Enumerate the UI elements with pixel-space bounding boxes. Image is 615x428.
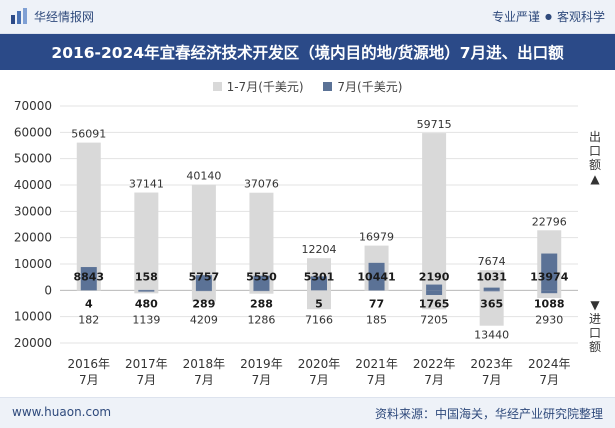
y-tick-label: 40000: [14, 178, 52, 192]
data-label-export-monthly: 10441: [357, 270, 395, 283]
data-label-import-monthly: 1088: [534, 297, 565, 310]
data-label-import-monthly: 5: [315, 297, 323, 310]
x-tick-label: 7月: [539, 373, 559, 387]
data-label-import-monthly: 77: [369, 297, 384, 310]
bar-import-monthly: [253, 290, 269, 291]
data-label-export-monthly: 158: [135, 270, 158, 283]
x-tick-label: 7月: [482, 373, 502, 387]
y-tick-label: 20000: [14, 336, 52, 350]
footer-source: 资料来源：中国海关，华经产业研究院整理: [375, 405, 603, 422]
data-label-export-cumulative: 37076: [244, 178, 279, 191]
data-label-import-cumulative: 7166: [305, 313, 333, 326]
data-label-export-monthly: 2190: [419, 270, 450, 283]
x-tick-label: 7月: [424, 373, 444, 387]
data-label-import-monthly: 288: [250, 297, 273, 310]
bar-import-monthly: [138, 290, 154, 291]
bar-import-monthly: [426, 290, 442, 295]
data-label-export-monthly: 1031: [476, 270, 507, 283]
data-label-export-cumulative: 56091: [71, 128, 106, 141]
data-label-export-cumulative: 12204: [302, 243, 337, 256]
data-label-export-monthly: 8843: [73, 270, 104, 283]
data-label-import-cumulative: 4209: [190, 313, 218, 326]
data-label-export-cumulative: 22796: [532, 215, 567, 228]
data-label-import-monthly: 1765: [419, 297, 450, 310]
x-tick-label: 7月: [309, 373, 329, 387]
x-tick-label: 7月: [137, 373, 157, 387]
bar-export-monthly: [426, 285, 442, 291]
data-label-import-cumulative: 1286: [247, 313, 275, 326]
x-tick-label: 2019年: [240, 357, 283, 371]
y-tick-label: 60000: [14, 125, 52, 139]
arrow-up-icon: ▲: [586, 172, 604, 186]
data-label-import-monthly: 4: [85, 297, 93, 310]
y-tick-label: 30000: [14, 204, 52, 218]
bar-import-monthly: [484, 290, 500, 291]
bar-import-monthly: [196, 290, 212, 291]
bar-export-monthly: [484, 288, 500, 291]
data-label-import-cumulative: 1139: [132, 313, 160, 326]
x-tick-label: 2023年: [470, 357, 513, 371]
y-tick-label: 10000: [14, 257, 52, 271]
x-tick-label: 7月: [194, 373, 214, 387]
data-label-import-monthly: 480: [135, 297, 158, 310]
x-tick-label: 2022年: [413, 357, 456, 371]
data-label-export-cumulative: 16979: [359, 231, 394, 244]
side-label-export: 出口额 ▲: [586, 130, 604, 186]
x-tick-label: 7月: [79, 373, 99, 387]
x-tick-label: 2024年: [528, 357, 571, 371]
data-label-export-cumulative: 7674: [478, 255, 506, 268]
bar-export-cumulative: [422, 133, 446, 290]
data-label-export-monthly: 5301: [304, 270, 335, 283]
data-label-export-cumulative: 40140: [186, 170, 221, 183]
x-tick-label: 7月: [367, 373, 387, 387]
x-tick-label: 2018年: [183, 357, 226, 371]
data-label-import-cumulative: 13440: [474, 329, 509, 342]
data-label-import-monthly: 365: [480, 297, 503, 310]
y-tick-label: 70000: [14, 99, 52, 113]
x-tick-label: 2016年: [68, 357, 111, 371]
side-label-import: ▼ 进口额: [586, 298, 604, 354]
data-label-import-cumulative: 2930: [535, 313, 563, 326]
data-label-export-monthly: 5757: [189, 270, 220, 283]
data-label-export-monthly: 5550: [246, 270, 277, 283]
arrow-down-icon: ▼: [586, 298, 604, 312]
footer-site: www.huaon.com: [12, 405, 111, 419]
data-label-export-cumulative: 37141: [129, 178, 164, 191]
y-tick-label: 0: [44, 283, 52, 297]
data-label-import-cumulative: 182: [78, 313, 99, 326]
footer: www.huaon.com 资料来源：中国海关，华经产业研究院整理: [0, 397, 615, 428]
data-label-import-cumulative: 185: [366, 313, 387, 326]
bar-import-monthly: [541, 290, 557, 293]
x-tick-label: 7月: [252, 373, 272, 387]
y-tick-label: 20000: [14, 231, 52, 245]
export-axis-label: 出口额: [588, 130, 602, 172]
data-label-import-monthly: 289: [192, 297, 215, 310]
data-label-export-cumulative: 59715: [417, 118, 452, 131]
data-label-import-cumulative: 7205: [420, 313, 448, 326]
x-tick-label: 2020年: [298, 357, 341, 371]
data-label-export-monthly: 13974: [530, 270, 569, 283]
x-tick-label: 2017年: [125, 357, 168, 371]
import-axis-label: 进口额: [588, 312, 602, 354]
y-tick-label: 10000: [14, 310, 52, 324]
x-tick-label: 2021年: [355, 357, 398, 371]
y-tick-label: 50000: [14, 152, 52, 166]
